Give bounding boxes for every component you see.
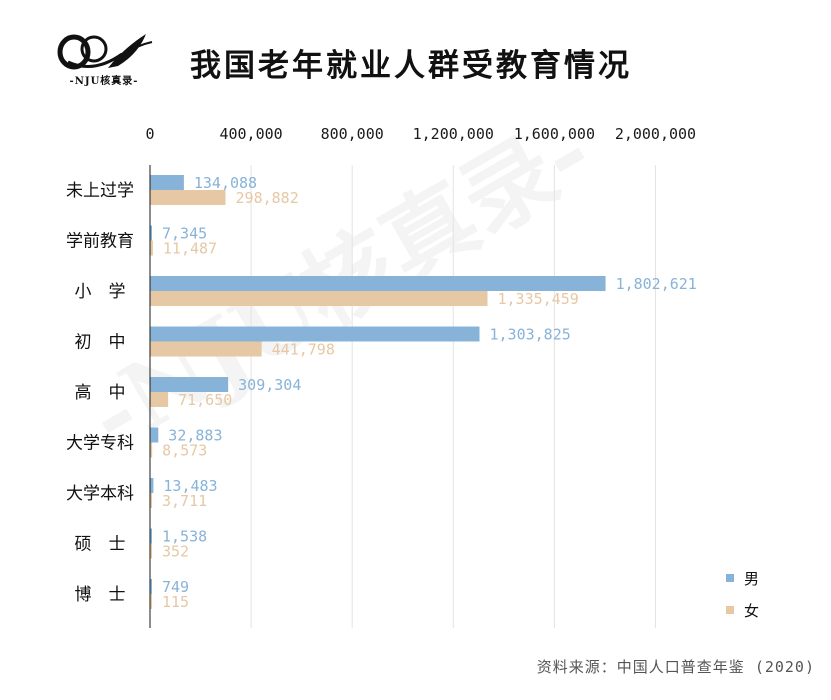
- x-tick-label: 800,000: [321, 125, 384, 143]
- bar: [150, 427, 159, 443]
- bar: [150, 341, 262, 357]
- data-label: 441,798: [272, 341, 335, 359]
- data-label: 13,483: [163, 477, 217, 495]
- data-label: 7,345: [162, 225, 207, 243]
- data-label: 1,335,459: [498, 290, 579, 308]
- bar: [150, 276, 606, 291]
- data-label: 298,882: [236, 189, 299, 207]
- bar: [150, 326, 480, 342]
- bar: [150, 478, 154, 493]
- data-label: 71,650: [178, 391, 232, 409]
- bar: [150, 190, 226, 205]
- x-tick-label: 1,200,000: [413, 125, 494, 143]
- data-label: 749: [162, 578, 189, 596]
- x-axis-ticks: 0 400,000 800,000 1,200,000 1,600,000 2,000,0…: [145, 125, 696, 143]
- bar: [150, 291, 488, 306]
- data-label: 1,538: [162, 528, 207, 546]
- legend-swatch-female: [726, 606, 734, 614]
- grid: [250, 165, 656, 628]
- bar: [150, 493, 152, 508]
- logo-mark-icon: [57, 34, 153, 70]
- bar: [150, 442, 153, 458]
- chart-title: 我国老年就业人群受教育情况: [190, 48, 632, 84]
- data-label: 8,573: [162, 442, 207, 460]
- category-label: 小 学: [75, 282, 126, 302]
- x-tick-label: 0: [145, 125, 154, 143]
- bar: [150, 594, 152, 609]
- data-label: 309,304: [238, 376, 301, 394]
- category-label: 硕 士: [75, 535, 126, 555]
- category-label: 初 中: [75, 333, 126, 353]
- bar: [150, 175, 184, 190]
- x-tick-label: 2,000,000: [615, 125, 696, 143]
- data-label: 3,711: [162, 492, 207, 510]
- logo-text: -NJU核真录-: [69, 76, 139, 87]
- data-label: 134,088: [194, 174, 257, 192]
- data-label: 11,487: [163, 240, 217, 258]
- data-label: 32,883: [168, 427, 222, 445]
- bar: [150, 543, 152, 559]
- data-label: 1,303,825: [490, 326, 571, 344]
- data-label: 115: [162, 593, 189, 611]
- data-label: 1,802,621: [616, 275, 697, 293]
- bar: [150, 528, 152, 544]
- x-tick-label: 400,000: [219, 125, 282, 143]
- category-label: 高 中: [75, 383, 126, 403]
- logo: -NJU核真录-: [48, 28, 160, 90]
- bar: [150, 377, 229, 392]
- category-label: 博 士: [75, 585, 126, 605]
- bar: [150, 240, 153, 256]
- category-label: 未上过学: [66, 181, 134, 201]
- source-note: 资料来源：中国人口普查年鉴 (2020): [536, 658, 815, 676]
- legend-swatch-male: [726, 574, 734, 582]
- category-label: 大学专科: [66, 434, 134, 454]
- legend-label-female: 女: [744, 602, 760, 620]
- legend-label-male: 男: [744, 570, 760, 588]
- data-label: 352: [162, 543, 189, 561]
- x-tick-label: 1,600,000: [514, 125, 595, 143]
- bar: [150, 225, 152, 241]
- category-label: 学前教育: [66, 232, 134, 252]
- category-label: 大学本科: [66, 484, 134, 504]
- bar: [150, 579, 152, 594]
- bar: [150, 392, 169, 407]
- bars: [150, 175, 606, 609]
